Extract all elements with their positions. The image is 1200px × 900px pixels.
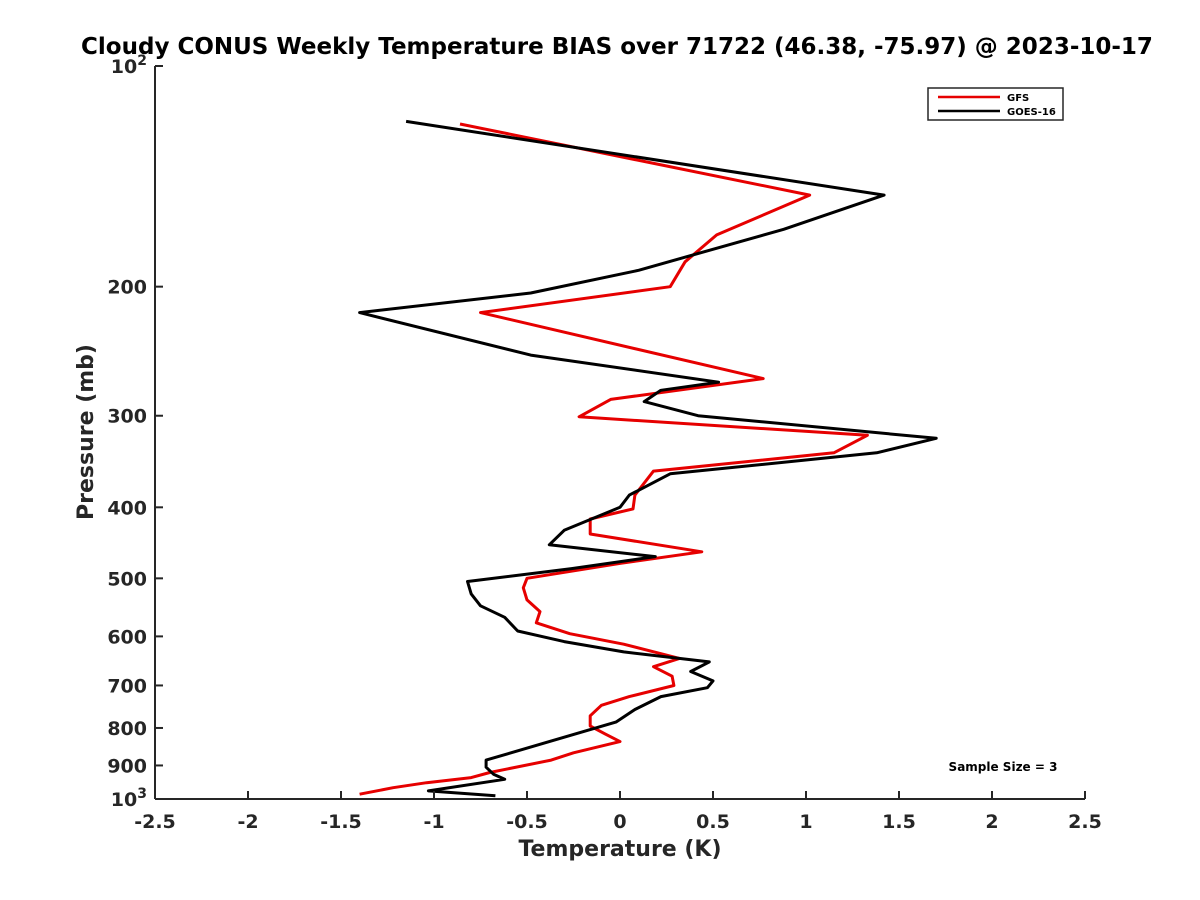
x-tick-label: -0.5 [506, 811, 548, 833]
plot-area [155, 66, 1085, 799]
x-tick-label: 0 [613, 811, 626, 833]
legend: GFS GOES-16 [927, 87, 1064, 121]
sample-size-annotation: Sample Size = 3 [949, 760, 1058, 774]
plot-lines [358, 119, 938, 798]
y-tick-label: 102 [111, 53, 147, 78]
legend-label-gfs: GFS [1007, 93, 1029, 104]
x-axis-ticks: -2.5 -2 -1.5 -1 -0.5 0 0.5 1 1.5 2 2.5 [134, 791, 1102, 833]
x-tick-label: 2 [985, 811, 998, 833]
x-tick-label: 1.5 [882, 811, 916, 833]
x-tick-label: -2 [237, 811, 258, 833]
y-tick-label: 400 [107, 497, 147, 519]
y-tick-label: 800 [107, 718, 147, 740]
x-tick-label: -2.5 [134, 811, 176, 833]
y-tick-label: 300 [107, 406, 147, 428]
y-axis-label: Pressure (mb) [74, 344, 99, 520]
x-tick-label: -1 [423, 811, 444, 833]
series-line-gfs [359, 122, 869, 796]
y-tick-label: 500 [107, 568, 147, 590]
x-axis-label: Temperature (K) [518, 837, 721, 862]
x-tick-label: 2.5 [1068, 811, 1102, 833]
legend-label-goes16: GOES-16 [1007, 107, 1056, 118]
y-tick-label: 103 [111, 786, 147, 811]
y-axis-ticks: 102 200 300 400 500 600 700 800 900 103 [107, 53, 163, 811]
series-line-goes16 [358, 119, 938, 798]
x-tick-label: -1.5 [320, 811, 362, 833]
x-tick-label: 1 [799, 811, 812, 833]
y-tick-label: 600 [107, 626, 147, 648]
legend-box [927, 87, 1064, 121]
x-tick-label: 0.5 [696, 811, 730, 833]
y-tick-label: 700 [107, 675, 147, 697]
y-tick-label: 900 [107, 755, 147, 777]
chart-title: Cloudy CONUS Weekly Temperature BIAS ove… [81, 34, 1153, 60]
y-tick-label: 200 [107, 277, 147, 299]
